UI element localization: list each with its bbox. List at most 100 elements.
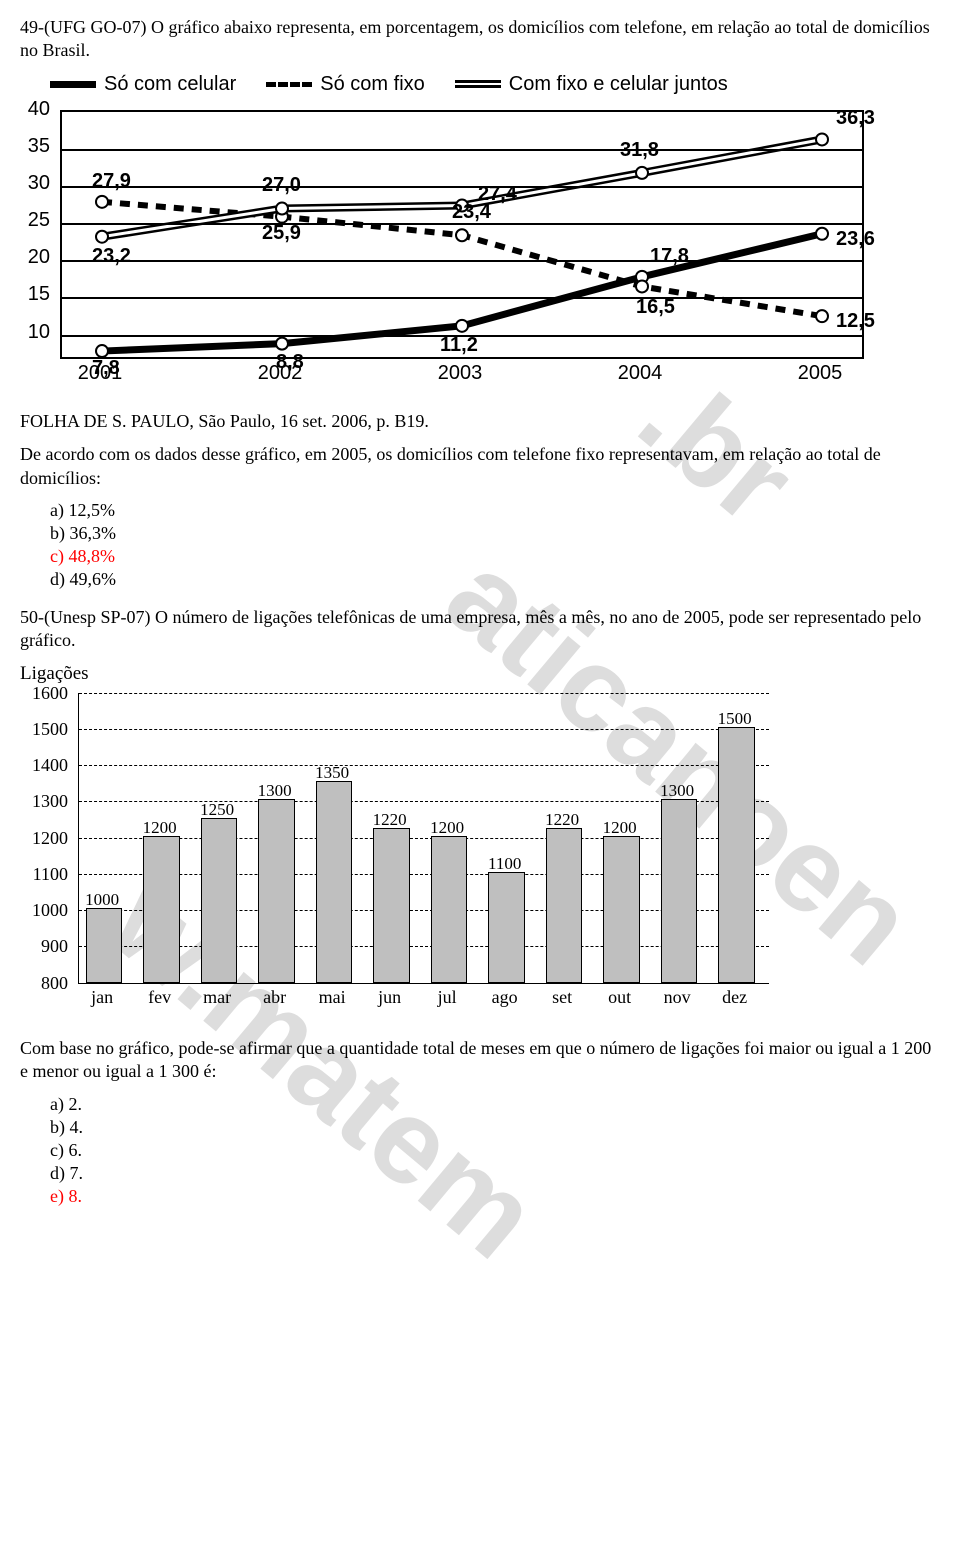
chart2-xtick-label: jun [367, 987, 413, 1008]
chart1-gridline [62, 149, 862, 151]
chart1-legend: Só com celular Só com fixo Com fixo e ce… [50, 73, 940, 96]
chart2-ytick-label: 1000 [20, 900, 68, 921]
chart1-gridline [62, 297, 862, 299]
q50-option-c: c) 6. [50, 1140, 940, 1161]
legend-item-both: Com fixo e celular juntos [455, 73, 728, 96]
chart2-bar [258, 799, 295, 982]
chart2-bar [143, 836, 180, 983]
chart1-point-label: 12,5 [836, 310, 875, 333]
chart1-point-label: 23,6 [836, 228, 875, 251]
chart1-point-label: 8,8 [276, 351, 304, 374]
chart2-gridline [79, 693, 769, 694]
chart2-gridline [79, 729, 769, 730]
chart1-gridline [62, 186, 862, 188]
legend-item-fixo: Só com fixo [266, 73, 424, 96]
chart2-bar-value: 1300 [654, 781, 700, 801]
chart1-ytick-label: 40 [20, 98, 50, 121]
legend-label-fixo: Só com fixo [320, 73, 424, 96]
chart2-bar-value: 1250 [194, 800, 240, 820]
chart1-ytick-label: 35 [20, 135, 50, 158]
q50-followup: Com base no gráfico, pode-se afirmar que… [20, 1037, 940, 1084]
legend-swatch-thick [50, 81, 96, 88]
chart1-ytick-label: 20 [20, 246, 50, 269]
q49-prompt: 49-(UFG GO-07) O gráfico abaixo represen… [20, 16, 940, 63]
chart2-ytick-label: 1500 [20, 719, 68, 740]
chart1-point-label: 36,3 [836, 107, 875, 130]
q49-followup: De acordo com os dados desse gráfico, em… [20, 443, 940, 490]
chart1-point-label: 17,8 [650, 245, 689, 268]
chart2-xtick-label: abr [252, 987, 298, 1008]
q50-option-a: a) 2. [50, 1094, 940, 1115]
q50-options: a) 2. b) 4. c) 6. d) 7. e) 8. [50, 1094, 940, 1207]
chart1-ytick-label: 15 [20, 283, 50, 306]
chart2-bar-value: 1300 [252, 781, 298, 801]
q49-options: a) 12,5% b) 36,3% c) 48,8% d) 49,6% [50, 500, 940, 590]
legend-item-celular: Só com celular [50, 73, 236, 96]
chart2-plot-area [78, 693, 769, 984]
chart2-ytick-label: 900 [20, 936, 68, 957]
chart1-line-chart: 10152025303540200120022003200420057,88,8… [20, 100, 880, 400]
chart2-title: Ligações [20, 663, 89, 685]
chart2-xtick-label: mar [194, 987, 240, 1008]
chart1-point-label: 27,9 [92, 170, 131, 193]
chart1-xtick-label: 2005 [780, 362, 860, 385]
chart2-xtick-label: ago [482, 987, 528, 1008]
chart2-bar-chart: Ligações 800 900 1000 1100 1200 1300 1400 1500 1… [20, 663, 780, 1023]
chart2-xtick-label: mai [309, 987, 355, 1008]
chart2-bar [661, 799, 698, 982]
chart2-ytick-label: 1400 [20, 755, 68, 776]
legend-swatch-dash [266, 82, 312, 87]
chart2-bar-value: 1200 [597, 818, 643, 838]
chart1-ytick-label: 25 [20, 209, 50, 232]
chart2-ytick-label: 800 [20, 973, 68, 994]
chart2-gridline [79, 765, 769, 766]
chart1-point-label: 7,8 [92, 357, 120, 380]
q49-option-b: b) 36,3% [50, 523, 940, 544]
chart2-bar-value: 1100 [482, 854, 528, 874]
chart2-bar [373, 828, 410, 982]
chart1-point-label: 11,2 [440, 334, 478, 357]
chart2-xtick-label: jan [79, 987, 125, 1008]
chart1-point-label: 23,2 [92, 245, 131, 268]
chart1-point-label: 16,5 [636, 296, 675, 319]
chart2-ytick-label: 1600 [20, 683, 68, 704]
q50-option-d: d) 7. [50, 1163, 940, 1184]
chart2-bar [316, 781, 353, 982]
chart2-bar-value: 1000 [79, 890, 125, 910]
chart2-xtick-label: set [539, 987, 585, 1008]
q49-option-d: d) 49,6% [50, 569, 940, 590]
chart2-bar [488, 872, 525, 983]
legend-label-celular: Só com celular [104, 73, 236, 96]
chart1-point-label: 27,4 [478, 183, 517, 206]
chart2-bar-value: 1350 [309, 763, 355, 783]
legend-swatch-double [455, 80, 501, 88]
chart2-ytick-label: 1200 [20, 828, 68, 849]
chart2-xtick-label: out [597, 987, 643, 1008]
chart2-ytick-label: 1100 [20, 864, 68, 885]
q50-prompt: 50-(Unesp SP-07) O número de ligações te… [20, 606, 940, 653]
chart2-bar [201, 818, 238, 983]
chart2-xtick-label: jul [424, 987, 470, 1008]
chart2-bar-value: 1200 [424, 818, 470, 838]
chart1-point-label: 31,8 [620, 139, 659, 162]
chart2-xtick-label: nov [654, 987, 700, 1008]
chart2-bar [431, 836, 468, 983]
chart2-bar-value: 1500 [712, 709, 758, 729]
q49-option-c: c) 48,8% [50, 546, 940, 567]
chart2-bar [86, 908, 123, 983]
chart2-bar-value: 1220 [539, 810, 585, 830]
chart2-bar [718, 727, 755, 983]
chart2-bar [603, 836, 640, 983]
chart1-point-label: 25,9 [262, 222, 301, 245]
chart2-xtick-label: fev [137, 987, 183, 1008]
q49-source: FOLHA DE S. PAULO, São Paulo, 16 set. 20… [20, 410, 940, 433]
chart1-ytick-label: 10 [20, 321, 50, 344]
chart1-xtick-label: 2003 [420, 362, 500, 385]
chart1-point-label: 27,0 [262, 174, 301, 197]
chart2-bar-value: 1200 [137, 818, 183, 838]
q49-option-a: a) 12,5% [50, 500, 940, 521]
chart1-ytick-label: 30 [20, 172, 50, 195]
legend-label-both: Com fixo e celular juntos [509, 73, 728, 96]
chart2-bar [546, 828, 583, 982]
q50-option-b: b) 4. [50, 1117, 940, 1138]
